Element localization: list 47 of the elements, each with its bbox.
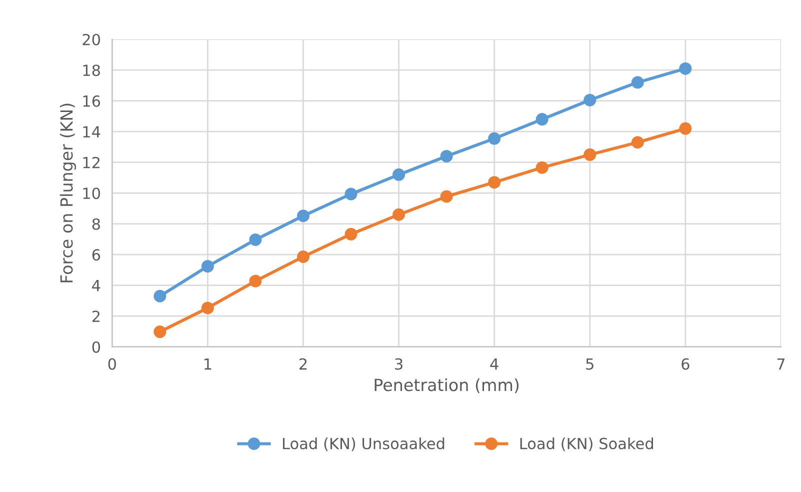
point [344,228,358,240]
point [631,136,644,149]
point [488,176,501,189]
x-tick-label: 5 [586,358,594,370]
point [679,62,692,75]
point [249,274,262,288]
point [344,188,358,200]
point [679,122,692,135]
x-tick-label: 0 [108,358,116,370]
point [584,94,596,106]
x-tick-label: 6 [682,358,690,370]
point [440,190,453,203]
y-tick-label: 4 [92,280,100,292]
x-axis-title: Penetration (mm) [374,378,519,394]
point [154,326,166,338]
point [249,233,262,246]
y-tick-label: 8 [92,218,100,230]
x-tick-label: 4 [490,358,498,370]
legend-label: Load (KN) Unsoaaked [283,437,444,452]
point [488,132,501,145]
point [201,260,214,273]
point [536,113,548,126]
x-tick-label: 3 [395,358,402,370]
y-tick-label: 16 [83,95,100,107]
y-axis-title: Force on Plunger (KN) [60,104,76,282]
point [536,161,548,174]
point [392,168,406,181]
y-tick-label: 12 [83,156,100,168]
y-tick-label: 2 [92,310,100,322]
y-tick-label: 0 [92,341,100,353]
point [392,208,406,221]
point [154,290,166,302]
y-tick-label: 6 [92,249,100,261]
x-tick-label: 7 [777,358,785,370]
y-tick-label: 10 [83,188,100,200]
y-tick-label: 18 [83,64,100,76]
point [584,148,596,161]
point [631,76,644,89]
point [201,302,214,314]
point [440,150,453,162]
y-tick-label: 20 [82,34,100,46]
point [296,250,310,264]
x-tick-label: 1 [204,358,212,370]
point [296,210,310,222]
y-tick-label: 14 [83,126,100,138]
x-tick-label: 2 [299,358,307,370]
legend-label: Load (KN) Soaked [520,437,653,452]
